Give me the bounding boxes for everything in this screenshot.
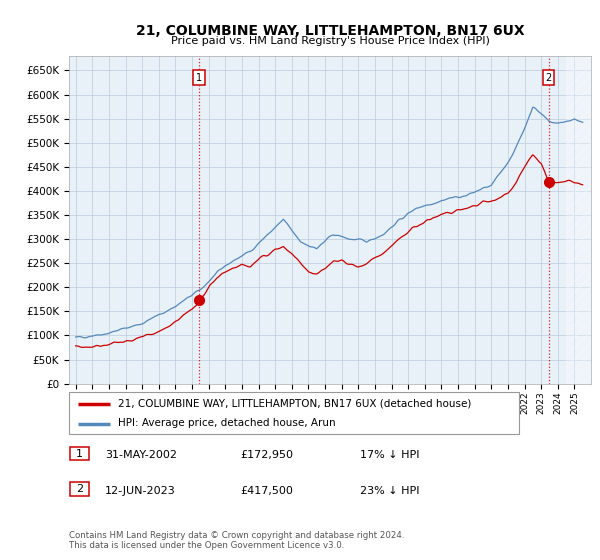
Text: Contains HM Land Registry data © Crown copyright and database right 2024.: Contains HM Land Registry data © Crown c… (69, 531, 404, 540)
Text: 1: 1 (76, 449, 83, 459)
Text: 2: 2 (76, 484, 83, 494)
FancyBboxPatch shape (70, 482, 89, 496)
Text: This data is licensed under the Open Government Licence v3.0.: This data is licensed under the Open Gov… (69, 541, 344, 550)
FancyBboxPatch shape (70, 447, 89, 460)
Text: £172,950: £172,950 (240, 450, 293, 460)
Text: 2: 2 (545, 73, 552, 83)
Text: 21, COLUMBINE WAY, LITTLEHAMPTON, BN17 6UX (detached house): 21, COLUMBINE WAY, LITTLEHAMPTON, BN17 6… (119, 399, 472, 409)
Text: 21, COLUMBINE WAY, LITTLEHAMPTON, BN17 6UX: 21, COLUMBINE WAY, LITTLEHAMPTON, BN17 6… (136, 24, 524, 38)
Text: HPI: Average price, detached house, Arun: HPI: Average price, detached house, Arun (119, 418, 336, 428)
Text: 12-JUN-2023: 12-JUN-2023 (105, 486, 176, 496)
Text: Price paid vs. HM Land Registry's House Price Index (HPI): Price paid vs. HM Land Registry's House … (170, 36, 490, 46)
Text: 31-MAY-2002: 31-MAY-2002 (105, 450, 177, 460)
Text: 17% ↓ HPI: 17% ↓ HPI (360, 450, 419, 460)
Text: 1: 1 (196, 73, 202, 83)
Text: £417,500: £417,500 (240, 486, 293, 496)
FancyBboxPatch shape (69, 392, 519, 434)
Text: 23% ↓ HPI: 23% ↓ HPI (360, 486, 419, 496)
